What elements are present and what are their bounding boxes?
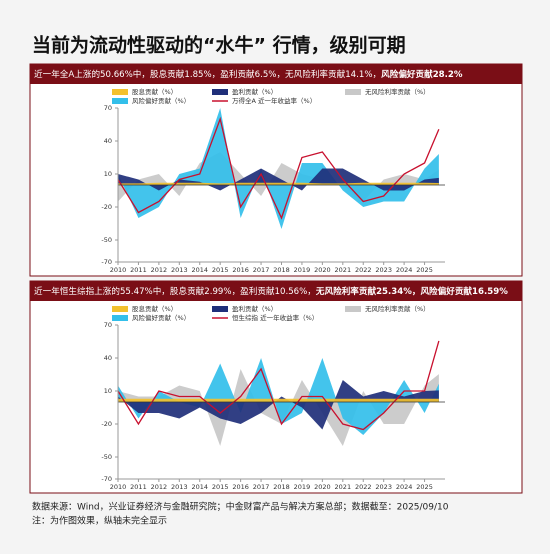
page-title: 当前为流动性驱动的“水牛” 行情，级别可期	[32, 34, 406, 57]
x-tick-label: 2015	[212, 483, 229, 491]
x-tick-label: 2023	[375, 483, 392, 491]
x-tick-label: 2025	[416, 266, 433, 274]
panel-header	[30, 281, 522, 301]
legend-label: 股息贡献（%）	[132, 87, 177, 96]
area	[118, 398, 439, 402]
legend-label: 风险偏好贡献（%）	[132, 313, 190, 322]
x-tick-label: 2024	[396, 266, 413, 274]
x-tick-label: 2012	[151, 266, 168, 274]
legend-swatch	[345, 306, 361, 312]
x-tick-label: 2010	[110, 266, 127, 274]
legend-swatch	[112, 315, 128, 321]
legend-label: 无风险利率贡献（%）	[365, 304, 430, 313]
legend-label: 万得全A 近一年收益率（%）	[232, 96, 316, 105]
legend-label: 盈利贡献（%）	[232, 304, 277, 313]
axis-note: 注：为作图效果，纵轴未完全显示	[32, 515, 167, 527]
legend-label: 盈利贡献（%）	[232, 87, 277, 96]
y-tick-label: -50	[101, 236, 112, 244]
legend-label: 风险偏好贡献（%）	[132, 96, 190, 105]
x-tick-label: 2022	[355, 483, 372, 491]
x-tick-label: 2013	[171, 266, 188, 274]
subtitle-bold: 无风险利率贡献25.34%，风险偏好贡献16.59%	[315, 285, 508, 297]
y-tick-label: 40	[104, 354, 112, 362]
x-tick-label: 2015	[212, 266, 229, 274]
legend-swatch	[112, 89, 128, 95]
y-tick-label: -20	[101, 203, 112, 211]
panel-header	[30, 64, 522, 84]
x-tick-label: 2013	[171, 483, 188, 491]
y-tick-label: 10	[104, 170, 112, 178]
x-tick-label: 2021	[335, 266, 352, 274]
legend-label: 股息贡献（%）	[132, 304, 177, 313]
x-tick-label: 2018	[273, 483, 290, 491]
x-tick-label: 2017	[253, 266, 270, 274]
x-tick-label: 2017	[253, 483, 270, 491]
x-tick-label: 2011	[130, 266, 147, 274]
legend-label: 恒生综指 近一年收益率（%）	[232, 313, 318, 322]
y-tick-label: 70	[104, 104, 112, 112]
area	[118, 182, 439, 185]
area	[118, 380, 439, 430]
legend-label: 无风险利率贡献（%）	[365, 87, 430, 96]
legend-swatch	[112, 98, 128, 104]
x-tick-label: 2025	[416, 483, 433, 491]
x-tick-label: 2023	[375, 266, 392, 274]
subtitle-bold: 风险偏好贡献28.2%	[381, 68, 463, 80]
legend-swatch	[212, 306, 228, 312]
x-tick-label: 2018	[273, 266, 290, 274]
subtitle-text: 近一年全A上涨的50.66%中，股息贡献1.85%，盈利贡献6.5%，无风险利率…	[34, 68, 381, 80]
y-tick-label: -70	[101, 475, 112, 483]
source-note: 数据来源：Wind，兴业证券经济与金融研究院；中金财富产品与解决方案总部；数据截…	[32, 501, 449, 513]
x-tick-label: 2024	[396, 483, 413, 491]
line	[117, 340, 440, 431]
x-tick-label: 2012	[151, 483, 168, 491]
x-tick-label: 2016	[232, 266, 249, 274]
x-tick-label: 2014	[191, 483, 208, 491]
y-tick-label: -70	[101, 258, 112, 266]
legend-swatch	[212, 89, 228, 95]
y-tick-label: 70	[104, 321, 112, 329]
area	[118, 108, 439, 229]
area	[118, 358, 439, 435]
x-tick-label: 2020	[314, 266, 331, 274]
x-tick-label: 2021	[335, 483, 352, 491]
y-tick-label: -20	[101, 420, 112, 428]
line	[117, 116, 440, 220]
legend-swatch	[112, 306, 128, 312]
subtitle-text: 近一年恒生综指上涨的55.47%中，股息贡献2.99%，盈利贡献10.56%，	[34, 285, 316, 297]
panel-subtitle: 近一年全A上涨的50.66%中，股息贡献1.85%，盈利贡献6.5%，无风险利率…	[34, 68, 463, 80]
x-tick-label: 2022	[355, 266, 372, 274]
y-tick-label: -50	[101, 453, 112, 461]
y-tick-label: 10	[104, 387, 112, 395]
x-tick-label: 2014	[191, 266, 208, 274]
x-tick-label: 2020	[314, 483, 331, 491]
x-tick-label: 2010	[110, 483, 127, 491]
legend-swatch	[345, 89, 361, 95]
panel-subtitle: 近一年恒生综指上涨的55.47%中，股息贡献2.99%，盈利贡献10.56%，无…	[34, 285, 508, 297]
y-tick-label: 40	[104, 137, 112, 145]
x-tick-label: 2019	[294, 483, 311, 491]
x-tick-label: 2011	[130, 483, 147, 491]
x-tick-label: 2019	[294, 266, 311, 274]
x-tick-label: 2016	[232, 483, 249, 491]
